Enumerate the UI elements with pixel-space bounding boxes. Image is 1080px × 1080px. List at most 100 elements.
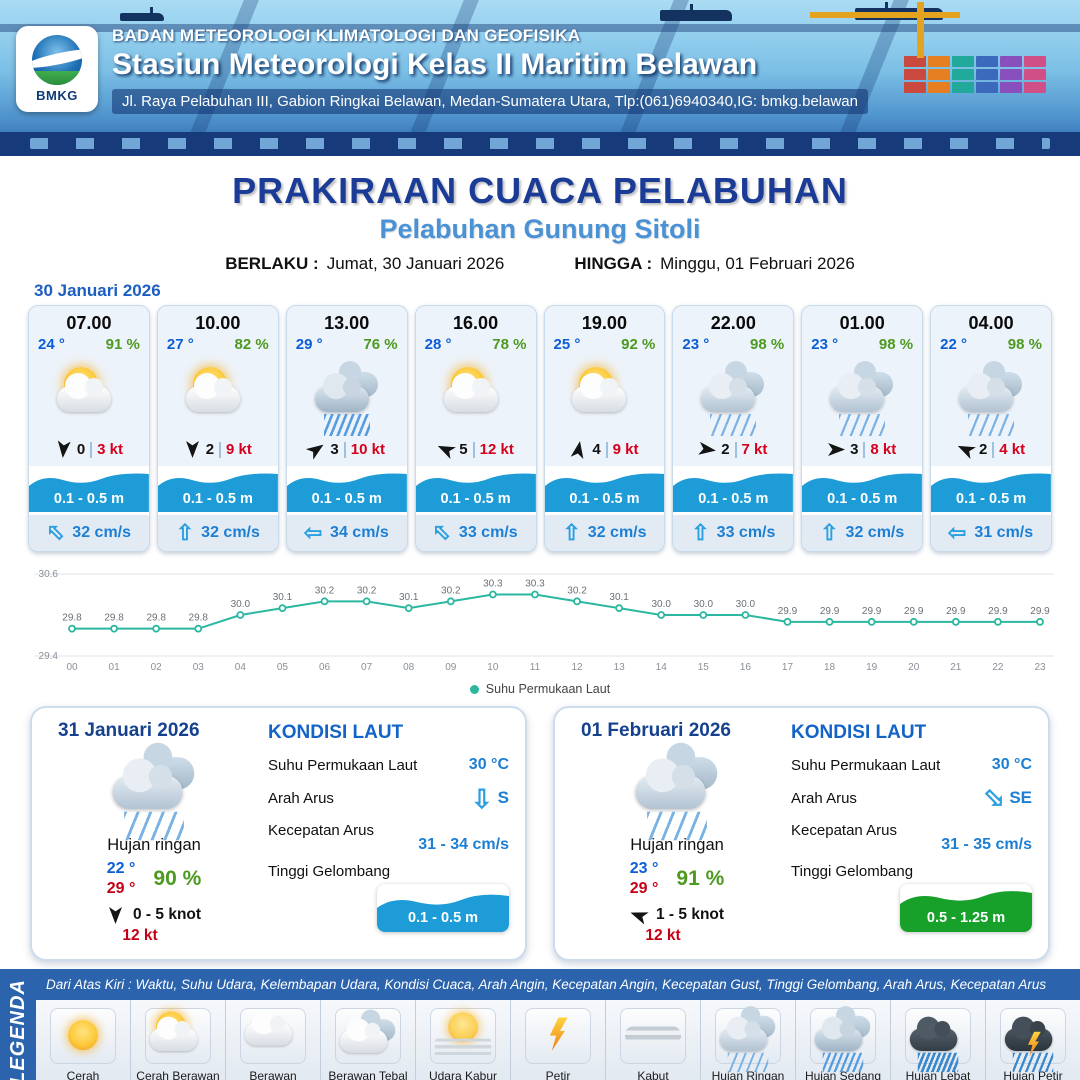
daily-wind-direction-arrow-icon — [107, 907, 124, 924]
legend-label: Hujan Lebat — [905, 1069, 971, 1080]
forecast-card: 16.00 28 ° 78 % 5 12 kt 0.1 - 0.5 m ⇧ 33 cm… — [414, 305, 537, 552]
card-humidity: 98 % — [750, 336, 785, 353]
legend-item: Hujan Ringan — [700, 1000, 795, 1080]
svg-text:04: 04 — [235, 662, 247, 673]
sea-current-speed-value: 31 - 35 cm/s — [941, 836, 1032, 853]
card-time: 01.00 — [839, 313, 885, 333]
card-humidity: 98 % — [1007, 336, 1042, 353]
wind-direction-arrow-icon — [184, 441, 201, 458]
forecast-card: 22.00 23 ° 98 % 2 7 kt 0.1 - 0.5 m ⇧ 33 cm/… — [672, 305, 795, 552]
sea-current-speed-label: Kecepatan Arus — [268, 822, 374, 839]
svg-text:08: 08 — [403, 662, 415, 673]
legend-vertical-strip: LEGENDA — [0, 969, 36, 1080]
current-speed: 33 cm/s — [458, 524, 518, 541]
svg-text:29.9: 29.9 — [1030, 606, 1050, 617]
svg-text:29.9: 29.9 — [820, 606, 840, 617]
card-humidity: 76 % — [363, 336, 398, 353]
sea-wave-height-box: 0.1 - 0.5 m — [377, 884, 509, 932]
svg-text:30.6: 30.6 — [39, 569, 59, 580]
card-temperature: 28 ° — [424, 336, 452, 353]
legend-weather-icon — [50, 1009, 115, 1064]
legend-label: Udara Kabur — [428, 1069, 498, 1080]
legend-label: Berawan Tebal — [328, 1069, 408, 1080]
daily-wind-row: 0 - 5 knot — [107, 906, 201, 924]
legend-icon-box — [810, 1006, 876, 1073]
legend-weather-icon — [905, 1009, 970, 1073]
current-row: ⇧ 32 cm/s — [157, 512, 278, 551]
svg-text:22: 22 — [992, 662, 1004, 673]
legend-icon-box — [715, 1006, 781, 1073]
svg-text:30.2: 30.2 — [357, 585, 377, 596]
svg-text:29.4: 29.4 — [39, 651, 59, 662]
daily-wind-range: 1 - 5 knot — [656, 906, 725, 923]
current-speed: 34 cm/s — [330, 524, 389, 541]
bmkg-logo-icon — [32, 35, 82, 85]
wind-speed: 4 — [592, 441, 601, 458]
svg-text:29.8: 29.8 — [189, 613, 209, 624]
current-row: ⇧ 34 cm/s — [286, 512, 407, 551]
daily-forecast-card: 01 Februari 2026 Hujan ringan 23 ° 29 ° … — [553, 706, 1050, 961]
wind-speed: 2 — [721, 441, 730, 458]
wind-direction-arrow-icon — [569, 440, 589, 460]
wave-height-band: 0.1 - 0.5 m — [157, 466, 278, 512]
wind-gust: 9 kt — [226, 441, 252, 458]
sea-sst-value: 30 °C — [468, 756, 509, 773]
svg-text:30.3: 30.3 — [525, 579, 545, 590]
wind-row: 0 3 kt — [29, 437, 149, 466]
chart-legend-dot-icon — [469, 684, 479, 694]
wind-row: 5 12 kt — [416, 437, 536, 466]
wind-gust: 12 kt — [479, 441, 514, 458]
wind-speed: 2 — [205, 441, 215, 458]
current-direction-arrow-icon: ⇧ — [691, 520, 710, 545]
legend-icon-box — [335, 1008, 401, 1064]
weather-icon — [696, 361, 770, 436]
wave-height-band: 0.1 - 0.5 m — [29, 466, 149, 512]
header-bottom-band — [0, 132, 1080, 156]
legend-item: Kabut — [605, 1000, 700, 1080]
wave-height: 0.1 - 0.5 m — [440, 491, 511, 507]
svg-text:14: 14 — [656, 662, 668, 673]
svg-text:29.9: 29.9 — [988, 606, 1008, 617]
legend-label: Berawan — [249, 1069, 297, 1080]
legend-icon-box — [620, 1008, 686, 1064]
current-speed: 32 cm/s — [201, 524, 260, 541]
sea-conditions-title: KONDISI LAUT — [268, 722, 404, 743]
legend-label: Cerah Berawan — [136, 1069, 220, 1080]
svg-text:29.8: 29.8 — [62, 613, 82, 624]
wind-speed: 0 — [76, 441, 86, 458]
legend-label: Hujan Ringan — [711, 1069, 785, 1080]
current-row: ⇧ 32 cm/s — [544, 512, 665, 551]
daily-condition: Hujan ringan — [630, 836, 724, 854]
current-direction-arrow-icon: ⇧ — [40, 517, 72, 549]
legend-weather-icon — [620, 1009, 685, 1064]
current-direction-arrow-icon: ⇧ — [562, 520, 581, 545]
current-row: ⇧ 33 cm/s — [415, 512, 536, 551]
berlaku-pair: BERLAKU : Jumat, 30 Januari 2026 — [225, 254, 504, 274]
svg-text:20: 20 — [908, 662, 920, 673]
header-text: BADAN METEOROLOGI KLIMATOLOGI DAN GEOFIS… — [112, 26, 868, 114]
svg-text:30.1: 30.1 — [609, 592, 629, 603]
legend-icon-box — [50, 1008, 116, 1064]
svg-text:18: 18 — [824, 662, 836, 673]
forecast-card: 19.00 25 ° 92 % 4 9 kt 0.1 - 0.5 m ⇧ 32 cm/… — [543, 305, 666, 552]
legend-weather-icon — [715, 1006, 780, 1073]
wave-height-band: 0.1 - 0.5 m — [673, 466, 794, 512]
svg-text:30.3: 30.3 — [483, 579, 503, 590]
wave-height-band: 0.1 - 0.5 m — [931, 466, 1051, 512]
chart-legend: Suhu Permukaan Laut — [26, 676, 1054, 698]
svg-text:03: 03 — [193, 662, 205, 673]
legend-label: Kabut — [637, 1069, 669, 1080]
card-humidity: 78 % — [492, 336, 527, 353]
validity-row: BERLAKU : Jumat, 30 Januari 2026 HINGGA :… — [0, 254, 1080, 274]
legend-icon-box — [905, 1008, 971, 1073]
weather-icon — [52, 364, 126, 426]
daily-wind-gust: 12 kt — [122, 927, 158, 944]
current-direction-arrow-icon: ⇧ — [426, 517, 458, 549]
current-speed: 33 cm/s — [716, 524, 776, 541]
wind-row: 3 8 kt — [802, 437, 922, 466]
legend-item: Cerah Berawan — [130, 1000, 225, 1080]
wind-direction-arrow-icon — [54, 440, 72, 458]
current-speed: 32 cm/s — [72, 524, 132, 541]
forecast-card: 04.00 22 ° 98 % 2 4 kt 0.1 - 0.5 m ⇧ 31 cm/… — [930, 305, 1052, 552]
